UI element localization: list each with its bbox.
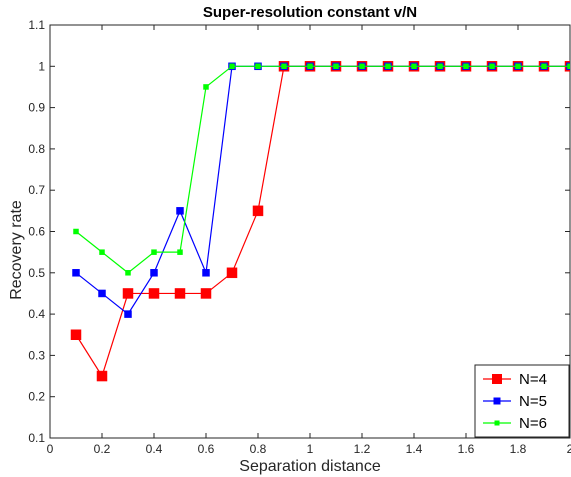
x-tick-label: 2 [567,442,571,456]
data-point-n6 [203,84,209,90]
y-tick-label: 0.4 [28,307,45,321]
legend-marker [494,420,500,426]
y-tick-label: 0.9 [28,101,45,115]
x-tick-label: 0.2 [94,442,111,456]
y-tick-label: 0.3 [28,348,45,362]
data-point-n4 [148,288,160,299]
legend-label: N=6 [519,415,547,432]
data-point-n6 [125,270,131,276]
x-tick-label: 0.6 [198,442,215,456]
legend-marker [492,374,502,384]
series-n6 [73,63,570,276]
legend-label: N=5 [519,393,547,410]
legend-marker [493,397,501,405]
x-axis-label: Separation distance [239,458,381,475]
data-point-n6 [411,63,417,70]
data-point-n4 [200,288,212,299]
data-point-n5 [124,310,132,318]
data-point-n6 [567,63,570,70]
data-point-n6 [515,63,521,70]
axes: 0 0.2 0.4 0.6 0.8 1 1.2 1.4 1.6 1.8 2 0.1 0.2 0.3 0.4 0… [28,18,571,456]
x-tick-label: 1 [307,442,314,456]
data-point-n4 [96,370,108,382]
data-point-n6 [307,63,313,70]
data-point-n6 [437,63,443,70]
data-point-n6 [385,63,391,70]
data-point-n4 [70,329,82,340]
data-point-n5 [176,207,184,215]
data-point-n5 [202,269,210,277]
y-axis-label: Recovery rate [8,200,25,300]
data-point-n6 [73,228,79,235]
data-point-n4 [122,288,134,299]
x-tick-label: 0.8 [250,442,267,456]
data-point-n5 [72,269,80,277]
x-tick-label: 1.2 [354,442,371,456]
x-tick-label: 1.4 [406,442,423,456]
y-tick-label: 0.7 [28,183,45,197]
data-point-n6 [255,63,261,70]
y-tick-label: 0.2 [28,390,45,404]
y-tick-label: 0.5 [28,266,45,280]
x-tick-label: 1.6 [458,442,475,456]
data-point-n6 [359,63,365,70]
data-point-n4 [174,288,186,299]
series-layer [70,61,570,382]
y-tick-label: 1.1 [28,18,45,32]
data-point-n6 [229,63,235,70]
legend: N=4 N=5 N=6 [474,364,570,438]
legend-label: N=4 [519,371,547,388]
chart-title: Super-resolution constant v/N [203,4,417,21]
data-point-n6 [333,63,339,70]
data-point-n5 [150,269,158,277]
y-tick-label: 0.1 [28,431,45,445]
x-tick-label: 0 [47,442,54,456]
y-tick-label: 1 [38,59,45,73]
data-point-n4 [226,267,238,279]
data-point-n6 [177,249,183,255]
data-point-n6 [281,63,287,70]
data-point-n6 [99,249,105,255]
data-point-n6 [541,63,547,70]
series-line-n6 [75,65,570,274]
data-point-n6 [463,63,469,70]
data-point-n4 [252,205,264,217]
x-tick-label: 0.4 [146,442,163,456]
y-tick-label: 0.6 [28,225,45,239]
data-point-n6 [489,63,495,70]
data-point-n6 [151,249,157,255]
y-tick-label: 0.8 [28,142,45,156]
x-tick-label: 1.8 [510,442,527,456]
data-point-n5 [98,289,106,298]
